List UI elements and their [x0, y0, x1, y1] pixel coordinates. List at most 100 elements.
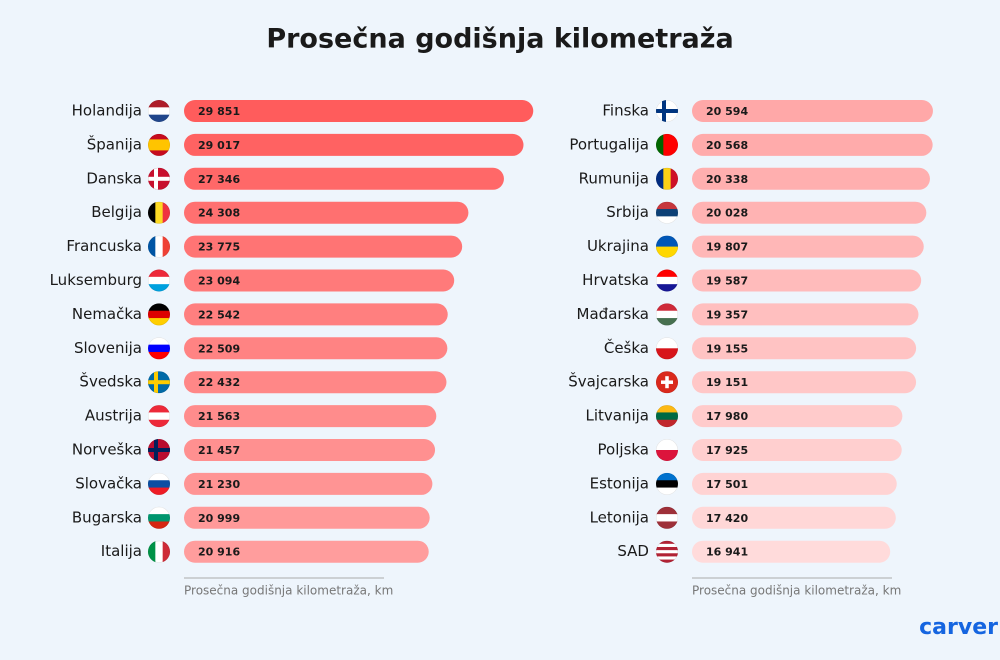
bar	[692, 405, 903, 428]
flag-stripe	[148, 472, 170, 481]
flag-stripe	[656, 487, 678, 495]
flag-cross	[656, 109, 678, 113]
flag-stripe	[148, 487, 170, 495]
flag-cross	[148, 380, 170, 385]
x-axis-label: Prosečna godišnja kilometraža, km	[692, 584, 901, 598]
bar	[184, 167, 504, 190]
bar	[184, 303, 448, 326]
flag-stripe	[148, 310, 170, 319]
flag-icon	[148, 100, 170, 122]
category-label: Belgija	[91, 203, 142, 221]
flag-stripe	[148, 139, 170, 146]
value-label: 17 925	[706, 444, 748, 457]
bar	[184, 540, 429, 563]
flag-stripe	[656, 419, 678, 428]
flag-stripe	[656, 540, 678, 545]
flag-icon	[148, 439, 170, 461]
flag-cross	[148, 448, 170, 452]
flag-stripe	[148, 337, 170, 346]
value-label: 19 807	[706, 241, 748, 254]
category-label: Slovenija	[74, 339, 142, 357]
flag-stripe	[148, 412, 170, 421]
flag-stripe	[148, 284, 170, 292]
flag-icon	[656, 100, 678, 122]
flag-stripe	[148, 540, 156, 563]
flag-icon	[148, 167, 170, 190]
flag-stripe	[656, 310, 678, 319]
flag-stripe	[656, 348, 678, 360]
chart-title: Prosečna godišnja kilometraža	[266, 24, 733, 55]
flag-icon	[656, 506, 678, 529]
flag-icon	[148, 540, 170, 563]
flag-stripe	[148, 521, 170, 529]
value-label: 29 851	[198, 105, 240, 118]
value-label: 20 916	[198, 546, 240, 559]
category-label: Hrvatska	[582, 271, 649, 289]
flag-stripe	[148, 100, 170, 108]
flag-stripe	[162, 235, 170, 258]
bar	[184, 269, 455, 292]
flag-icon	[656, 167, 678, 190]
category-label: Slovačka	[75, 474, 142, 492]
flag-cross	[148, 176, 170, 181]
flag-cross	[661, 380, 673, 384]
flag-stripe	[148, 201, 156, 224]
category-label: Danska	[86, 169, 142, 187]
flag-stripe	[656, 337, 678, 349]
flag-stripe	[656, 405, 678, 413]
bar	[692, 201, 927, 224]
flag-stripe	[148, 114, 170, 122]
flag-stripe	[656, 450, 678, 461]
category-label: Letonija	[590, 508, 649, 526]
category-label: Portugalija	[569, 135, 649, 153]
bar	[692, 540, 891, 563]
flag-stripe	[148, 506, 170, 515]
category-label: Švedska	[79, 372, 142, 391]
flag-icon	[148, 405, 170, 428]
flag-icon	[656, 269, 678, 292]
flag-stripe	[148, 235, 156, 258]
flag-icon	[656, 472, 678, 495]
value-label: 20 999	[198, 512, 240, 525]
flag-stripe	[656, 543, 678, 548]
category-label: SAD	[617, 542, 649, 560]
category-label: Francuska	[66, 237, 142, 255]
flag-icon	[656, 337, 678, 360]
bar	[184, 506, 430, 529]
flag-icon	[148, 337, 170, 360]
value-label: 21 457	[198, 444, 240, 457]
flag-stripe	[155, 235, 164, 258]
category-label: Srbija	[606, 203, 649, 221]
flag-stripe	[148, 351, 170, 360]
flag-icon	[148, 506, 170, 529]
flag-icon	[656, 235, 678, 258]
value-label: 17 501	[706, 478, 748, 491]
flag-stripe	[148, 514, 170, 522]
flag-stripe	[162, 540, 170, 563]
flag-stripe	[656, 133, 664, 156]
value-label: 23 094	[198, 275, 240, 288]
value-label: 22 542	[198, 308, 240, 321]
flag-stripe	[663, 167, 672, 190]
flag-stripe	[656, 553, 678, 557]
value-label: 29 017	[198, 139, 240, 152]
flag-stripe	[148, 107, 170, 116]
value-label: 17 420	[706, 512, 748, 525]
flag-stripe	[148, 344, 170, 353]
bar	[184, 337, 448, 360]
flag-icon	[656, 405, 678, 428]
value-label: 20 568	[706, 139, 748, 152]
bar	[184, 100, 534, 122]
value-label: 19 155	[706, 342, 748, 355]
flag-stripe	[148, 318, 170, 326]
bar	[692, 371, 917, 394]
flag-stripe	[148, 405, 170, 413]
bar	[692, 235, 924, 258]
bar	[184, 439, 436, 461]
category-label: Mađarska	[577, 305, 649, 323]
flag-stripe	[656, 216, 678, 224]
flag-icon	[148, 472, 170, 495]
bar	[692, 269, 922, 292]
value-label: 22 432	[198, 376, 240, 389]
value-label: 20 338	[706, 173, 748, 186]
